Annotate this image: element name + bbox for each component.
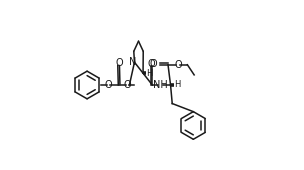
Text: NH: NH bbox=[154, 80, 168, 90]
Text: O: O bbox=[116, 58, 123, 68]
Text: O: O bbox=[150, 59, 157, 69]
Text: O: O bbox=[124, 80, 132, 90]
Text: O: O bbox=[174, 60, 182, 70]
Text: O: O bbox=[105, 80, 112, 90]
Text: H: H bbox=[146, 69, 153, 78]
Text: H: H bbox=[174, 81, 180, 89]
Text: O: O bbox=[148, 59, 155, 69]
Text: N: N bbox=[129, 57, 136, 67]
